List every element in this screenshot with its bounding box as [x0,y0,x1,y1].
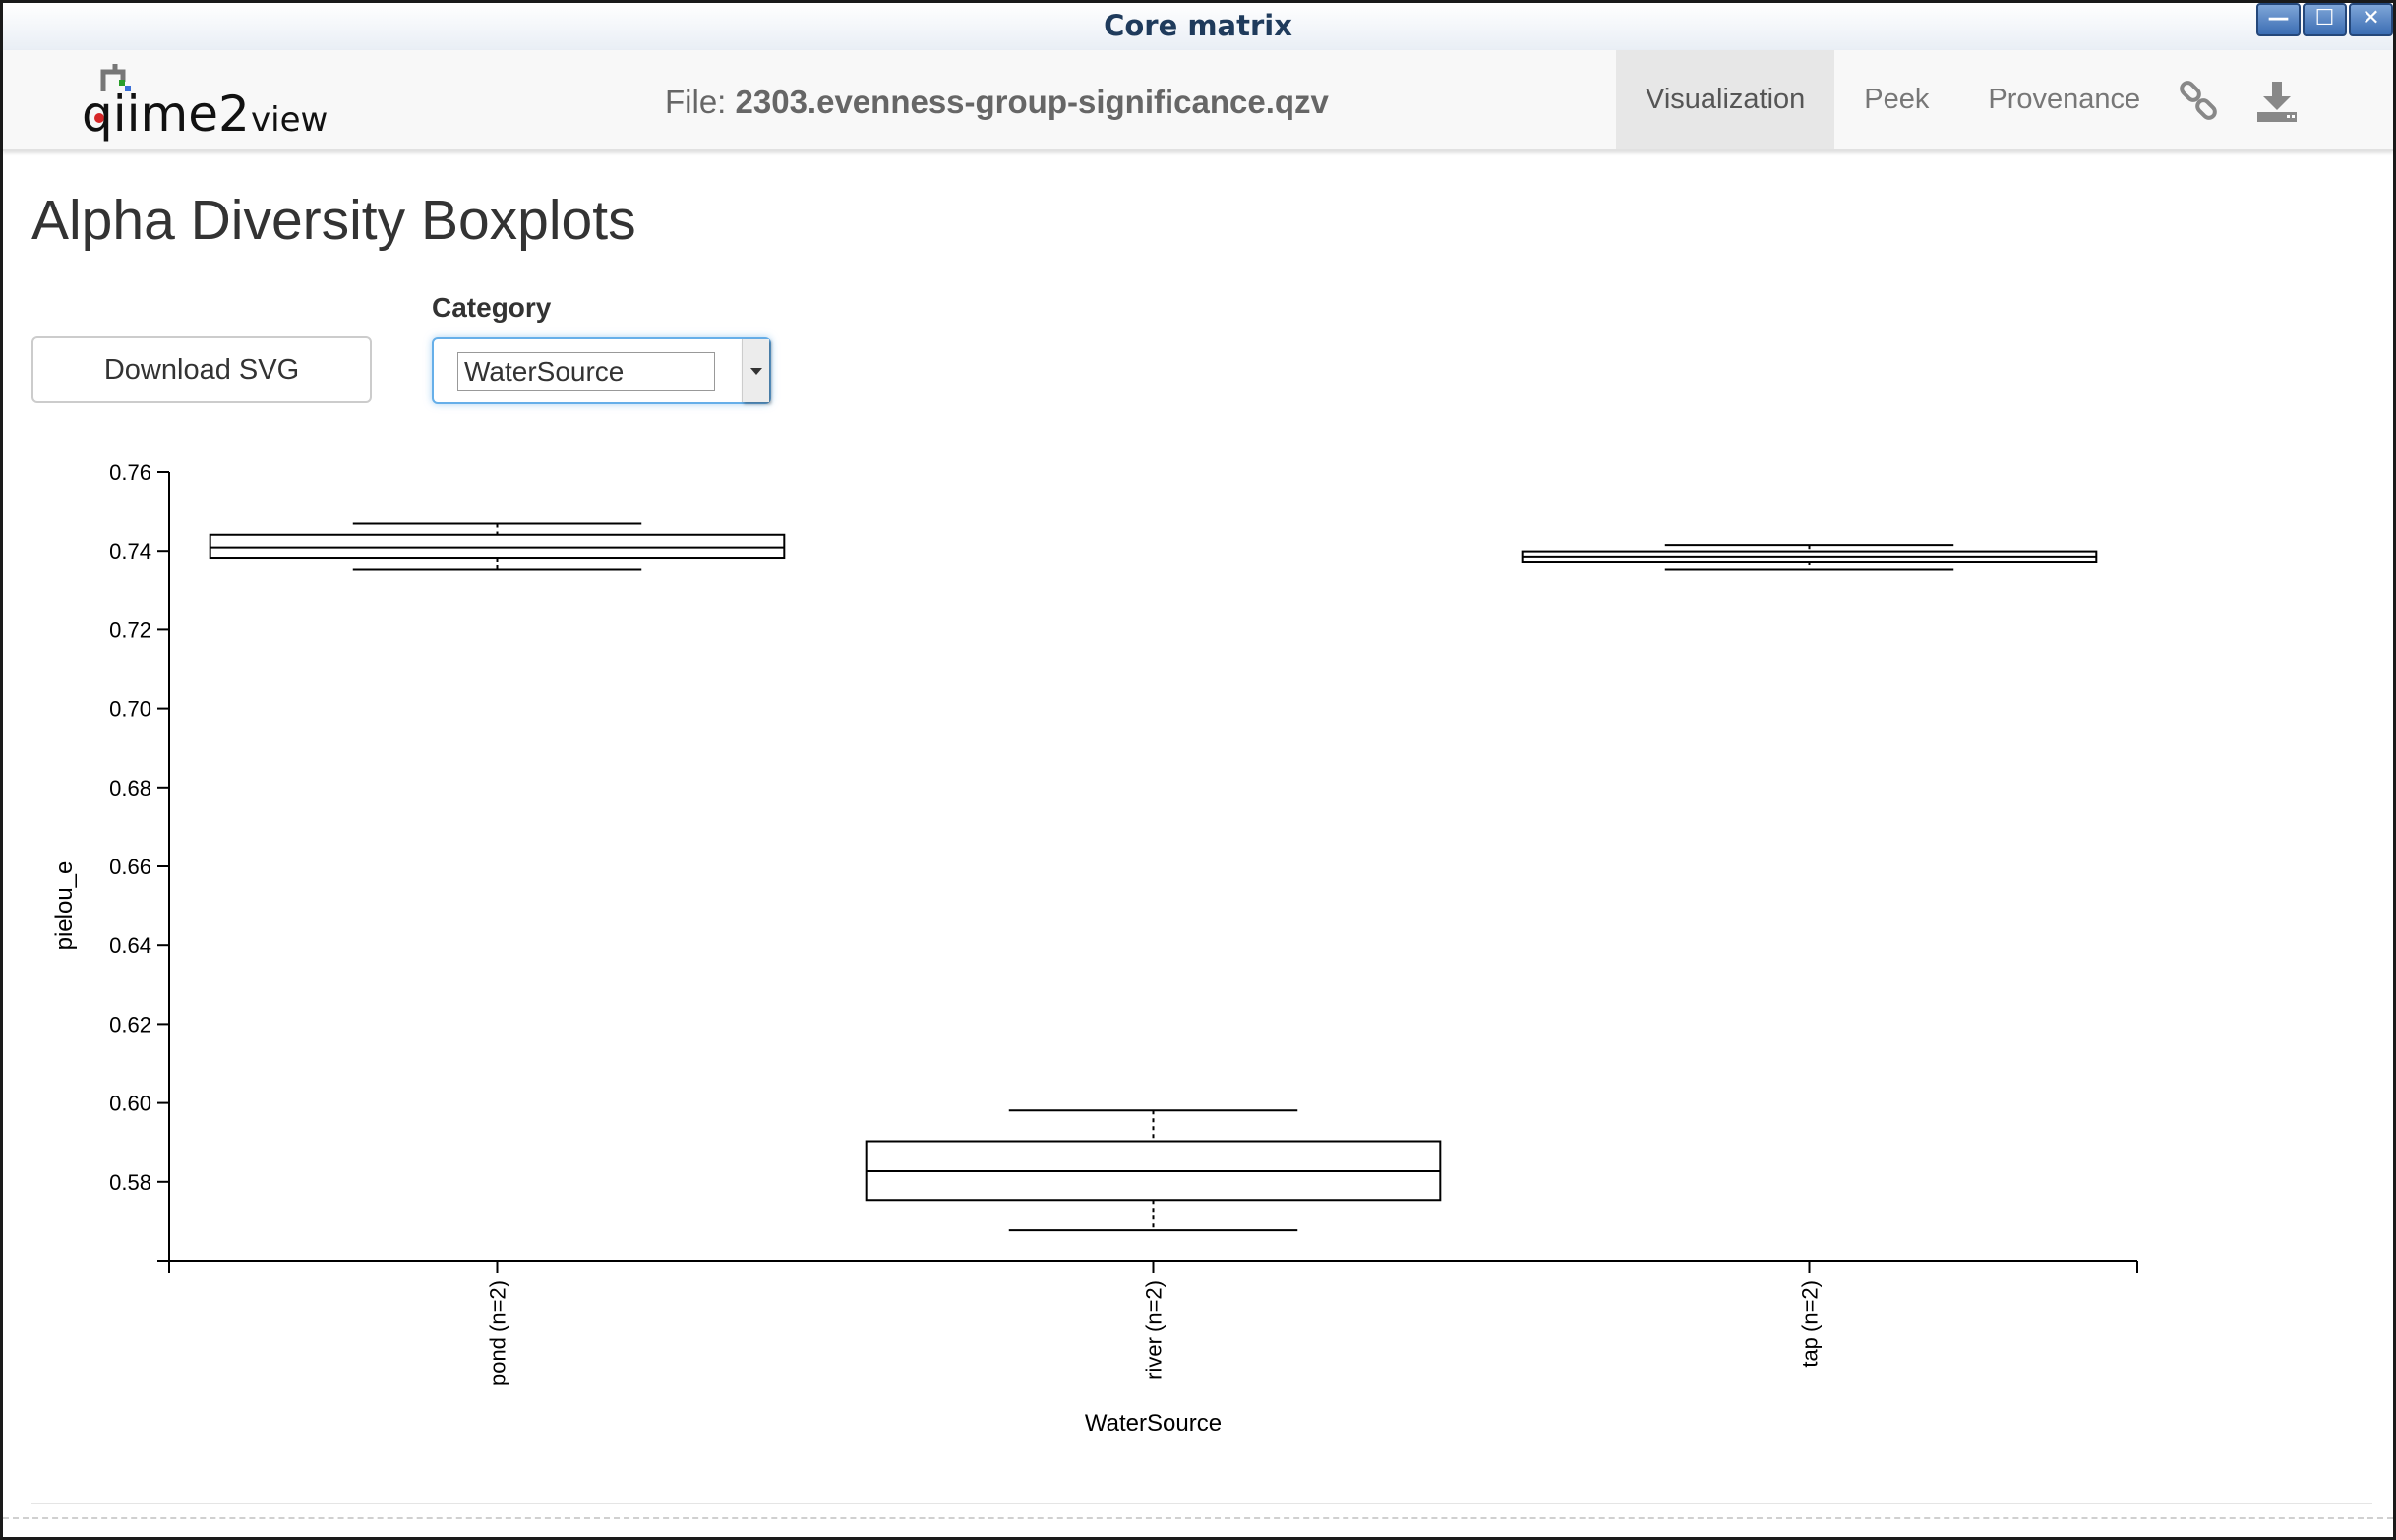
nav-tabs: Visualization Peek Provenance [1616,50,2170,149]
title-bar: Core matrix — ☐ ✕ [3,3,2393,50]
qiime2view-logo[interactable]: qiime2 view [80,60,335,147]
tab-visualization[interactable]: Visualization [1616,50,1835,149]
category-select-value: WaterSource [457,352,715,391]
window-title: Core matrix [1104,9,1292,42]
box-iqr [209,533,786,560]
tab-provenance[interactable]: Provenance [1988,84,2141,115]
x-axis-label: WaterSource [1085,1410,1222,1437]
category-label: Category [432,292,552,323]
close-button[interactable]: ✕ [2349,3,2393,36]
file-prefix: File: [665,84,736,120]
y-tick-label: 0.68 [109,776,151,800]
file-name: 2303.evenness-group-significance.qzv [735,84,1329,120]
svg-text:qiime2: qiime2 [82,86,250,143]
window-controls: — ☐ ✕ [2254,3,2393,36]
y-tick-label: 0.66 [109,855,151,879]
x-tick-label: pond (n=2) [486,1280,510,1386]
y-axis-label: pielou_e [51,861,78,951]
navbar: qiime2 view File: 2303.evenness-group-si… [3,50,2393,151]
download-icon[interactable] [2255,80,2299,123]
page-title: Alpha Diversity Boxplots [31,189,636,252]
minimize-button[interactable]: — [2256,3,2301,36]
y-tick-label: 0.64 [109,933,151,958]
file-name-label: File: 2303.evenness-group-significance.q… [665,84,1329,121]
x-tick-label: tap (n=2) [1798,1280,1823,1368]
y-tick-label: 0.74 [109,539,151,563]
chevron-down-icon[interactable] [742,339,769,402]
boxplot-chart: 0.76 0.74 0.72 0.70 0.68 0.66 0.64 0.62 0.60 0.58… [3,436,2393,1458]
boxplot-svg: 0.76 0.74 0.72 0.70 0.68 0.66 0.64 0.62 0.60 0.58… [51,460,2138,1437]
maximize-button[interactable]: ☐ [2303,3,2347,36]
x-tick-label: river (n=2) [1142,1280,1167,1380]
y-tick-label: 0.76 [109,460,151,485]
y-tick-label: 0.60 [109,1092,151,1116]
y-tick-label: 0.58 [109,1170,151,1195]
tab-peek[interactable]: Peek [1864,84,1930,115]
footer-dashed-divider [3,1517,2393,1519]
svg-text:view: view [251,100,328,140]
category-select[interactable]: WaterSource [432,337,771,404]
link-icon[interactable] [2177,80,2220,123]
download-svg-button[interactable]: Download SVG [31,336,372,403]
footer-divider [31,1503,2372,1504]
y-tick-label: 0.72 [109,618,151,642]
y-tick-label: 0.62 [109,1012,151,1037]
y-tick-label: 0.70 [109,697,151,722]
